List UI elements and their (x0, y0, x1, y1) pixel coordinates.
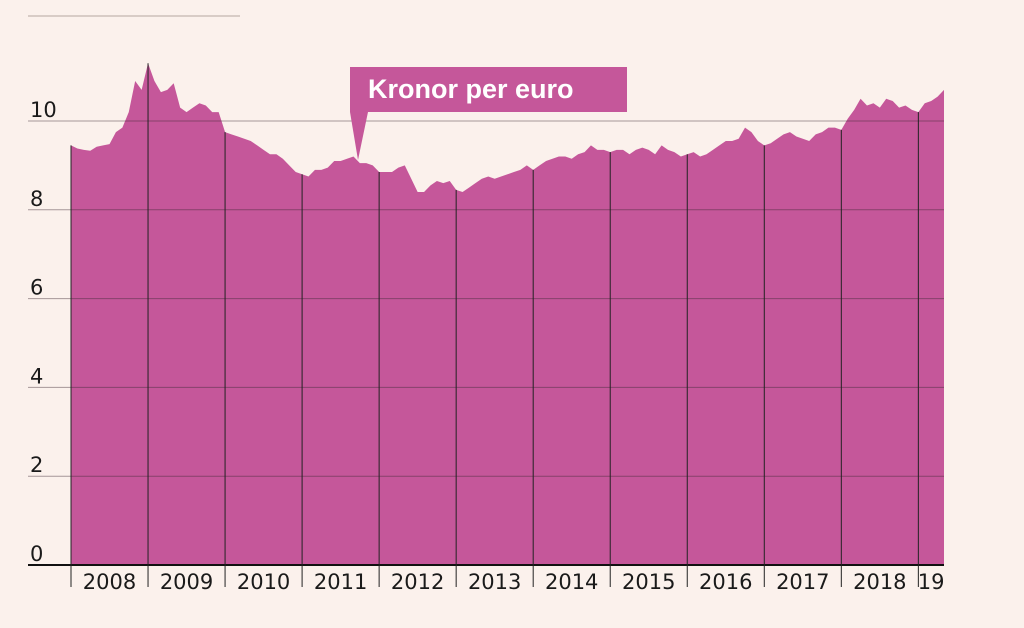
y-tick-label: 2 (30, 453, 43, 477)
x-tick-label: 19 (918, 570, 945, 594)
y-tick-label: 4 (30, 364, 43, 388)
x-tick-label: 2016 (699, 570, 752, 594)
x-tick-label: 2010 (237, 570, 290, 594)
x-tick-label: 2012 (391, 570, 444, 594)
x-tick-label: 2015 (622, 570, 675, 594)
x-tick-label: 2017 (776, 570, 829, 594)
area (71, 63, 944, 565)
annotation: Kronor per euro (368, 74, 574, 104)
y-tick-label: 8 (30, 187, 43, 211)
x-tick-label: 2008 (83, 570, 136, 594)
x-tick-label: 2011 (314, 570, 367, 594)
x-tick-label: 2013 (468, 570, 521, 594)
x-tick-label: 2009 (160, 570, 213, 594)
callout-box (350, 67, 627, 160)
x-tick-label: 2014 (545, 570, 598, 594)
y-tick-label: 10 (30, 98, 57, 122)
callout: Kronor per euro (350, 67, 627, 160)
y-tick-label: 0 (30, 542, 43, 566)
y-tick-label: 6 (30, 276, 43, 300)
x-tick-label: 2018 (853, 570, 906, 594)
plot-area: 0 2 4 6 8 10 2008 2009 2010 2011 2012 2013 2014 2015 2… (28, 63, 945, 594)
